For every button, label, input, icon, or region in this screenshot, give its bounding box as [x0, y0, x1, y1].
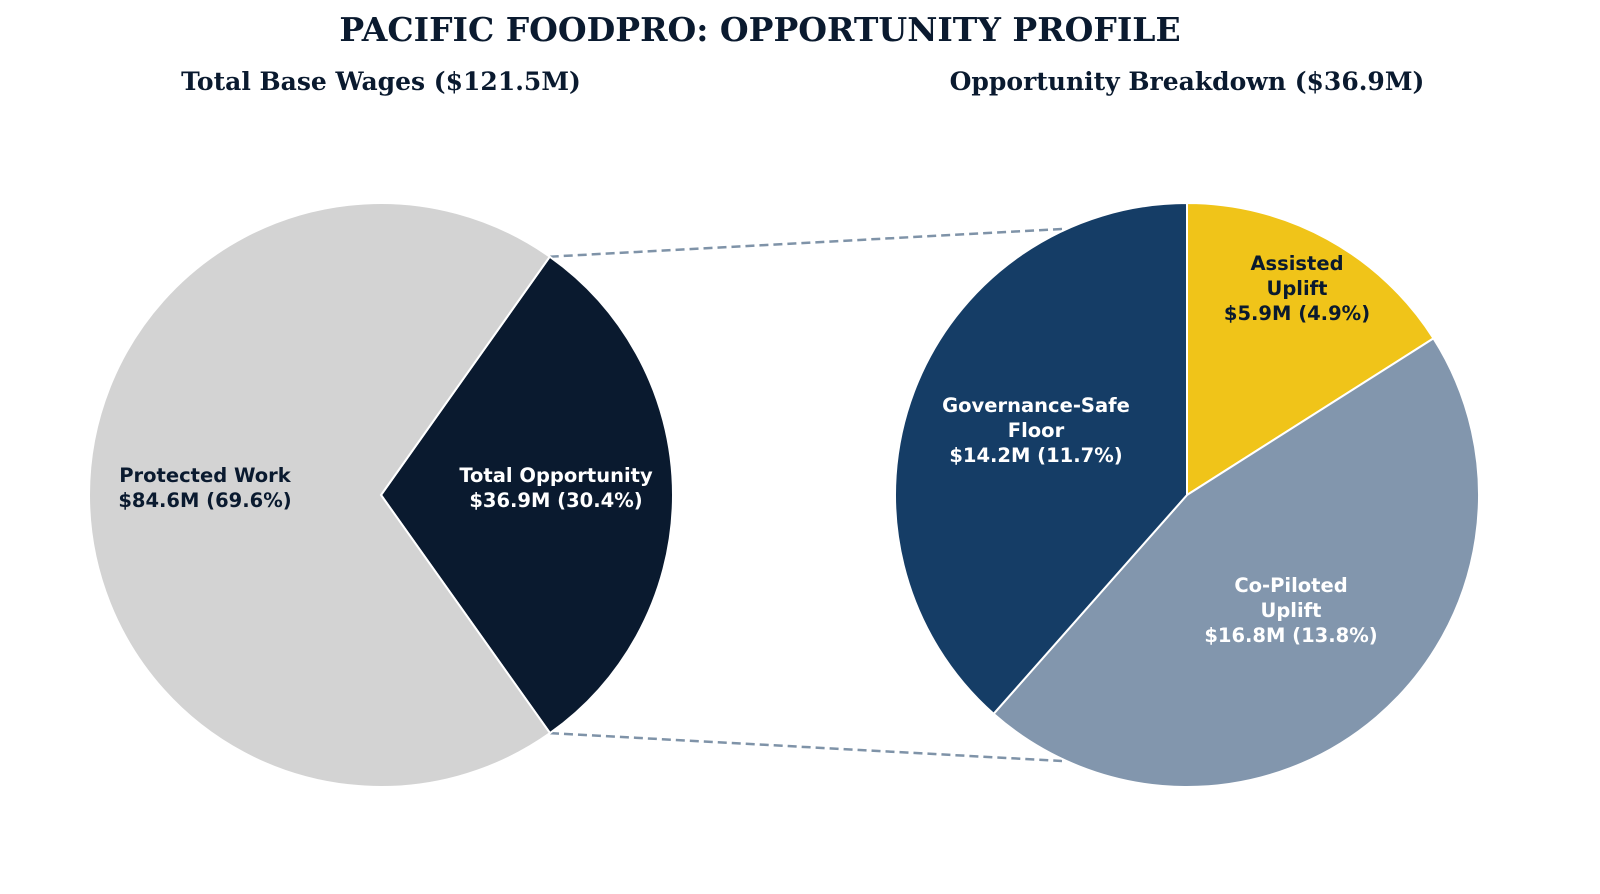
- slice-label-line: Uplift: [1261, 599, 1322, 622]
- slice-label-line: Governance-Safe: [942, 394, 1130, 417]
- slice-label-protected: Protected Work $84.6M (69.6%): [118, 464, 291, 512]
- pie-slice-governance: [894, 201, 1188, 716]
- slice-label-total_opportunity: Total Opportunity $36.9M (30.4%): [459, 464, 653, 512]
- left-pie-subtitle: Total Base Wages ($121.5M): [181, 67, 581, 96]
- slice-label-line: Floor: [1008, 419, 1065, 442]
- slice-label-line: Assisted: [1250, 252, 1343, 275]
- pie-slice-assisted: [1186, 201, 1435, 497]
- slice-label-line: $84.6M (69.6%): [118, 489, 291, 512]
- left-pie: Total Opportunity $36.9M (30.4%) Protected…: [88, 202, 674, 788]
- connector-line-bottom: [549, 731, 1063, 763]
- slice-label-line: Protected Work: [119, 464, 292, 487]
- pie-slice-protected: [88, 202, 552, 788]
- slice-label-line: $16.8M (13.8%): [1204, 624, 1377, 647]
- slice-label-line: $14.2M (11.7%): [949, 444, 1122, 467]
- right-pie-subtitle: Opportunity Breakdown ($36.9M): [950, 67, 1425, 96]
- slice-label-line: Co-Piloted: [1234, 574, 1347, 597]
- chart-title: PACIFIC FOODPRO: OPPORTUNITY PROFILE: [339, 10, 1180, 49]
- pie-slice-total_opportunity: [379, 255, 674, 735]
- right-pie: Assisted Uplift $5.9M (4.9%)Co-Piloted Upli…: [894, 201, 1480, 789]
- slice-label-assisted: Assisted Uplift $5.9M (4.9%): [1224, 252, 1370, 325]
- slice-label-line: Total Opportunity: [459, 464, 653, 487]
- slice-label-line: $5.9M (4.9%): [1224, 302, 1370, 325]
- slice-label-line: $36.9M (30.4%): [469, 489, 642, 512]
- slice-label-governance: Governance-Safe Floor $14.2M (11.7%): [942, 394, 1130, 467]
- slice-label-line: Uplift: [1267, 277, 1328, 300]
- pie-slice-copiloted: [992, 336, 1480, 789]
- slice-label-copiloted: Co-Piloted Uplift $16.8M (13.8%): [1204, 574, 1377, 647]
- connector-line-top: [549, 227, 1063, 258]
